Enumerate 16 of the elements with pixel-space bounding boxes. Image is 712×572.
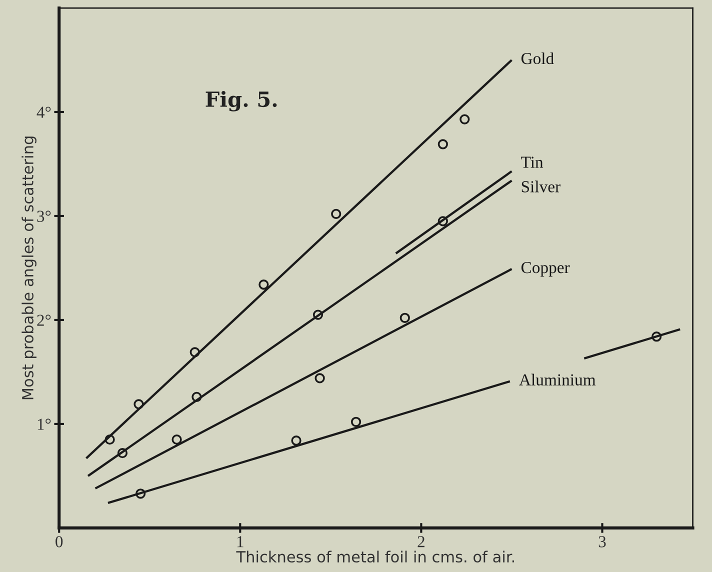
series-label: Silver (522, 180, 560, 192)
series-label: Gold (521, 52, 554, 64)
y-tick-label: 1° (38, 418, 51, 430)
x-tick-label: 2 (418, 536, 424, 548)
x-tick-label: 3 (598, 536, 606, 548)
x-axis-title: Thickness of metal foil in cms. of air. (236, 550, 514, 563)
x-tick-label: 0 (56, 536, 63, 548)
y-axis-title: Most probable angles of scattering (22, 136, 36, 400)
series-label: Aluminium (519, 374, 596, 386)
text: Fig. 5. (206, 90, 277, 112)
series-label: Tin (521, 156, 544, 168)
y-tick-label: 2° (37, 314, 51, 326)
x-tick-label: 1 (237, 536, 244, 548)
y-tick-label: 3° (37, 210, 51, 222)
y-tick-label: 4° (36, 106, 51, 118)
series-label: Copper (521, 262, 570, 277)
